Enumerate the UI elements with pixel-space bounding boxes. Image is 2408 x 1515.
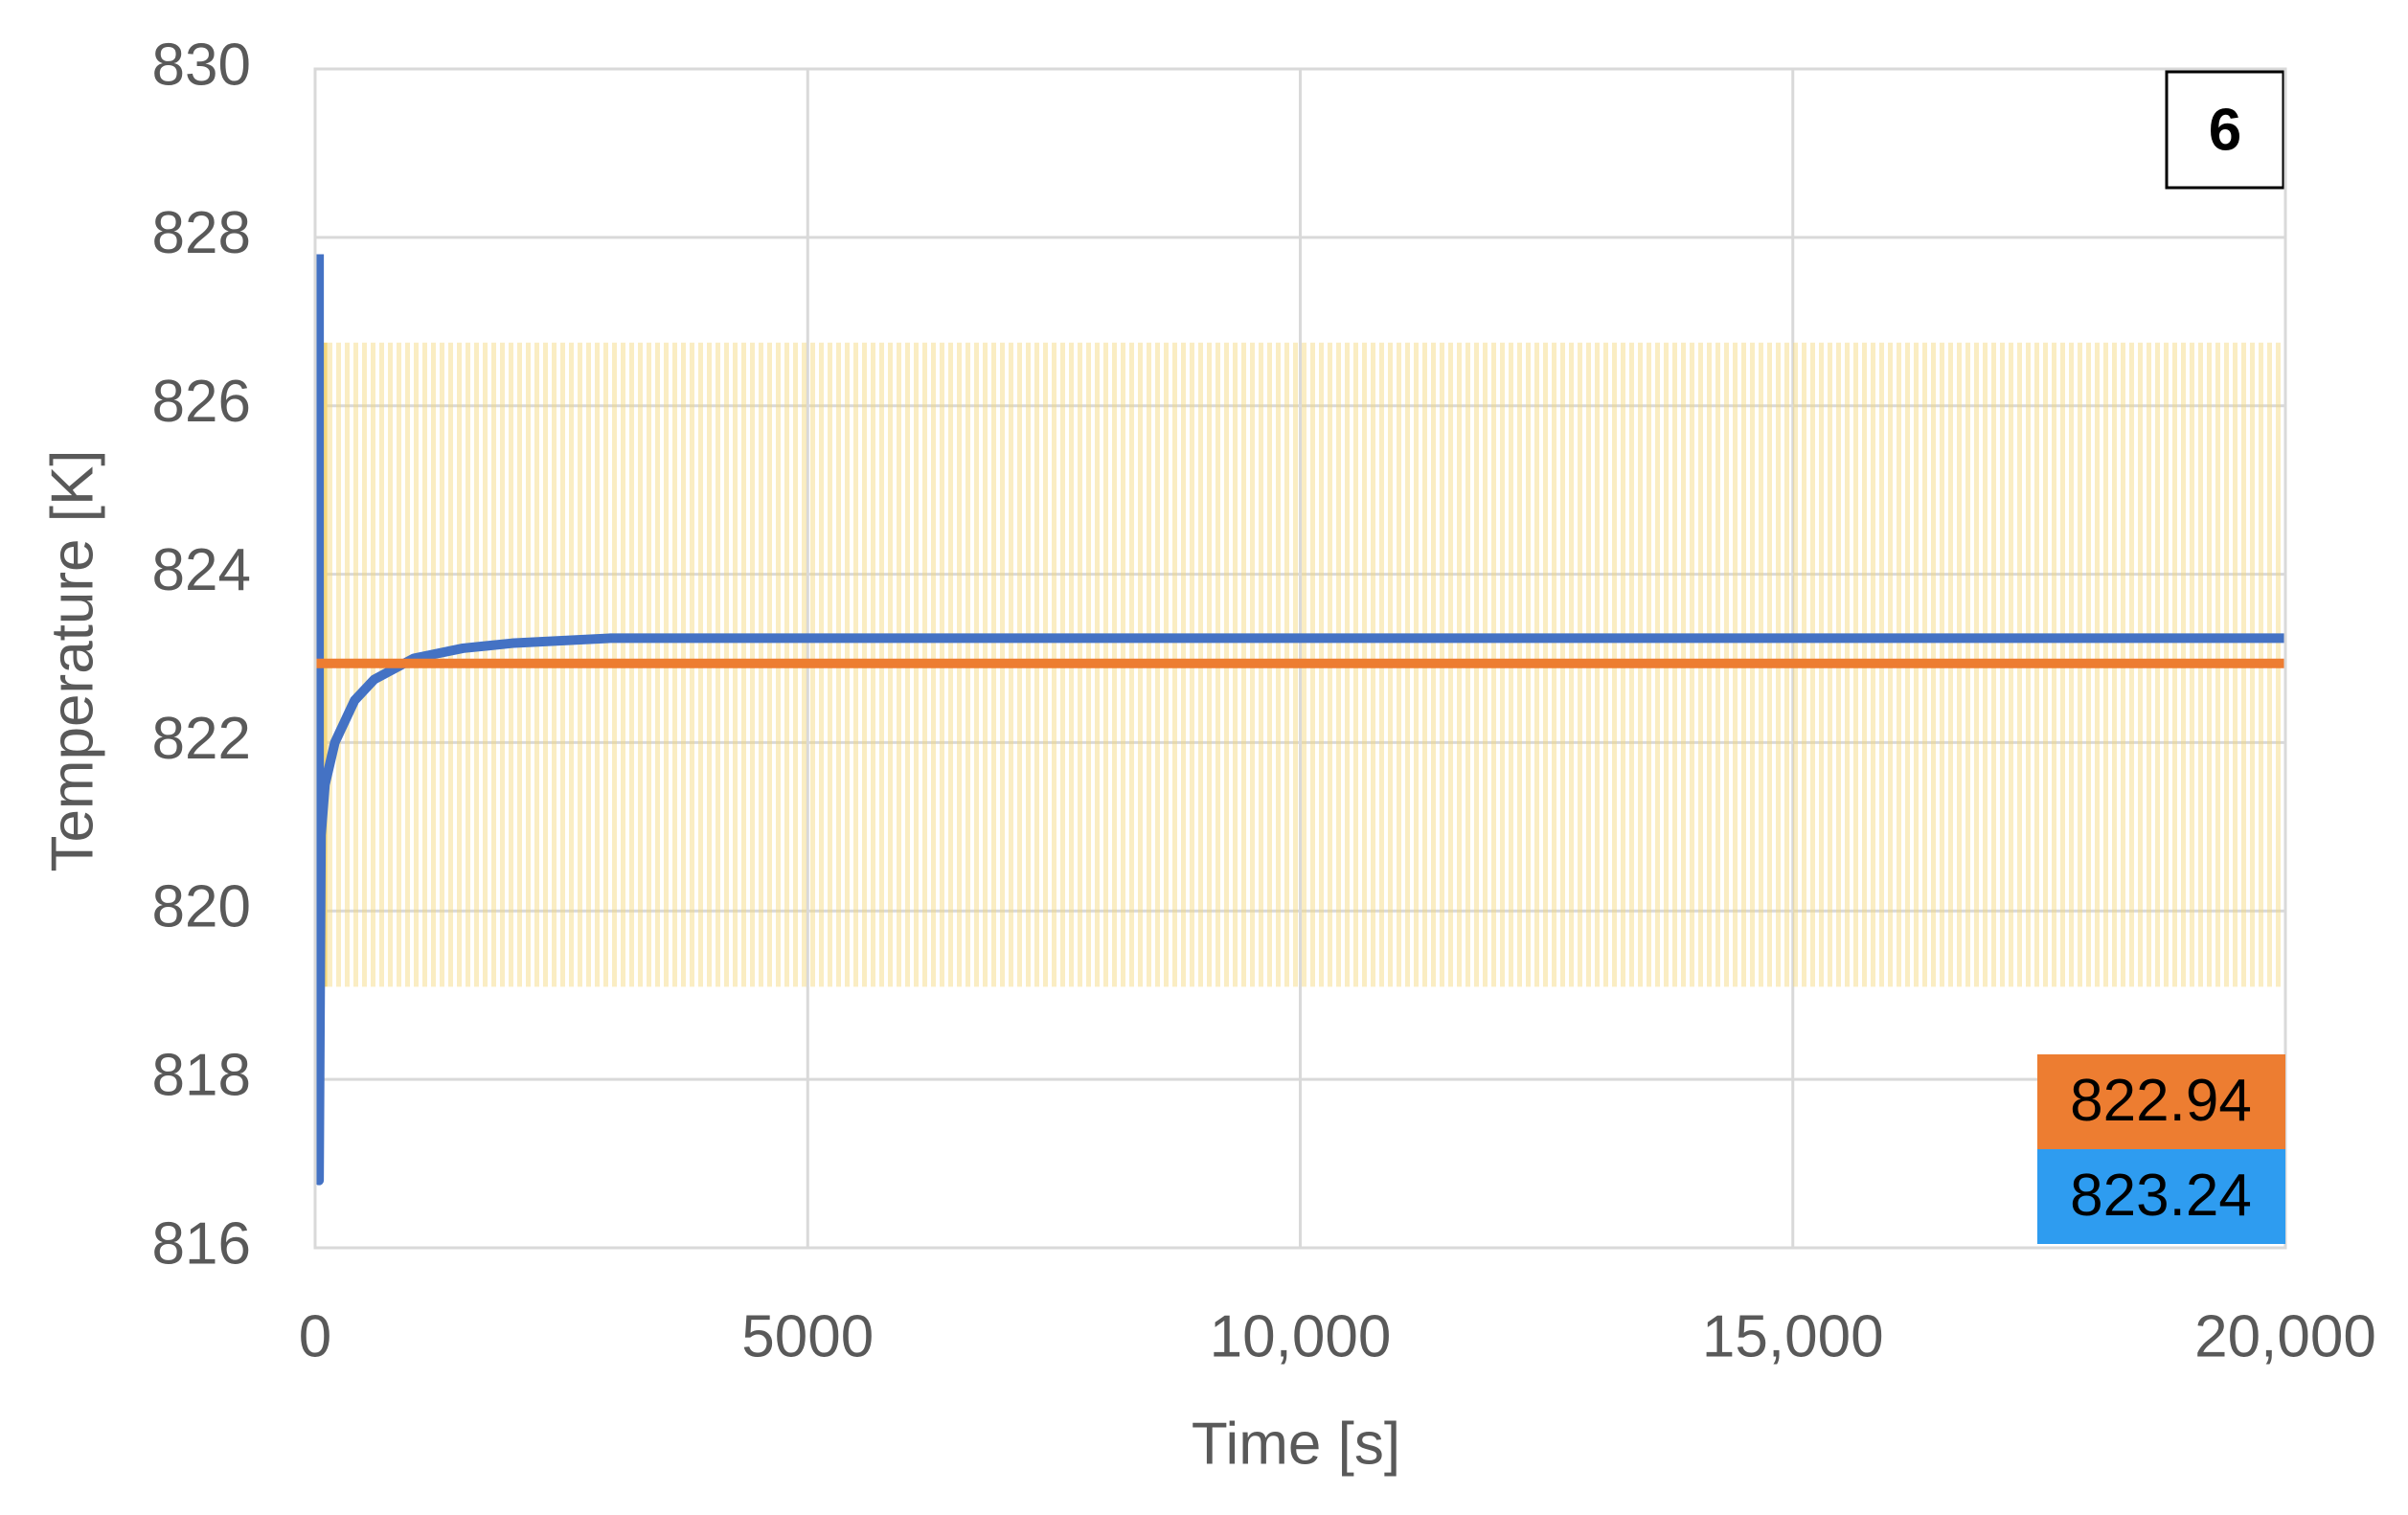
- annotation-box: [2037, 1149, 2285, 1244]
- x-tick-label: 10,000: [1210, 1303, 1392, 1369]
- y-tick-label: 830: [152, 32, 251, 98]
- x-tick-label: 5000: [741, 1303, 874, 1369]
- y-tick-label: 820: [152, 874, 251, 940]
- y-tick-label: 826: [152, 369, 251, 435]
- y-tick-label: 828: [152, 200, 251, 266]
- panel-label: 6: [2209, 97, 2241, 163]
- x-tick-label: 20,000: [2194, 1303, 2376, 1369]
- series-line: [314, 254, 2285, 1186]
- panel-box: [2165, 70, 2285, 190]
- x-axis-title: Time [s]: [1192, 1411, 1400, 1477]
- x-tick-label: 0: [299, 1303, 331, 1369]
- annotation-box: [2037, 1054, 2285, 1149]
- y-axis-title: Temperature [K]: [39, 449, 105, 871]
- y-tick-label: 822: [152, 706, 251, 772]
- y-tick-label: 824: [152, 537, 251, 603]
- y-tick-label: 818: [152, 1043, 251, 1109]
- x-tick-label: 15,000: [1702, 1303, 1884, 1369]
- plot-border: [313, 67, 2287, 1250]
- annotation-label: 823.24: [2070, 1163, 2252, 1229]
- plot: [314, 254, 2285, 1186]
- annotation-label: 822.94: [2070, 1068, 2252, 1134]
- y-tick-label: 816: [152, 1210, 251, 1277]
